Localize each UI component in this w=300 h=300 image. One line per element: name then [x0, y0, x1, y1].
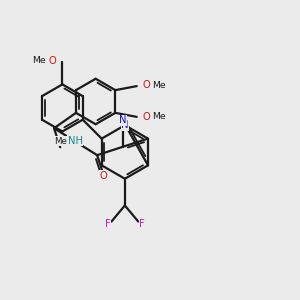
Text: Me: Me [54, 137, 67, 146]
Text: Me: Me [152, 81, 165, 90]
Text: N: N [121, 120, 129, 130]
Text: F: F [105, 218, 110, 229]
Text: O: O [143, 112, 151, 122]
Text: N: N [119, 115, 126, 125]
Text: O: O [99, 171, 107, 181]
Text: Me: Me [152, 112, 165, 122]
Text: NH: NH [68, 136, 83, 146]
Text: O: O [143, 80, 151, 90]
Text: F: F [139, 218, 145, 229]
Text: Me: Me [32, 56, 45, 65]
Text: O: O [49, 56, 56, 66]
